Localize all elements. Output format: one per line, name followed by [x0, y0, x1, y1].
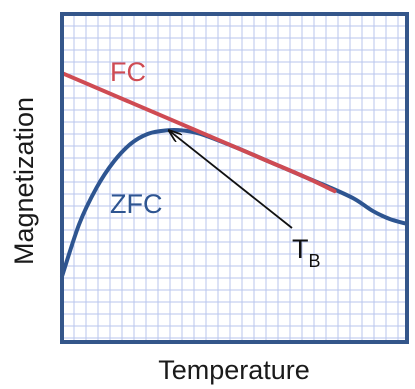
- tb-annotation-label: TB: [292, 234, 321, 271]
- tb-subscript-text: B: [309, 251, 321, 271]
- series-layer: [60, 71, 409, 279]
- tb-main-text: T: [292, 234, 309, 264]
- fc-series-line: [60, 71, 337, 194]
- zfc-series-label: ZFC: [110, 189, 162, 219]
- x-axis-label: Temperature: [158, 355, 310, 385]
- grid: [62, 14, 407, 342]
- y-axis-label: Magnetization: [9, 97, 39, 265]
- fc-series-label: FC: [110, 57, 146, 87]
- plot-frame: [60, 12, 409, 344]
- tb-arrow: [169, 130, 293, 229]
